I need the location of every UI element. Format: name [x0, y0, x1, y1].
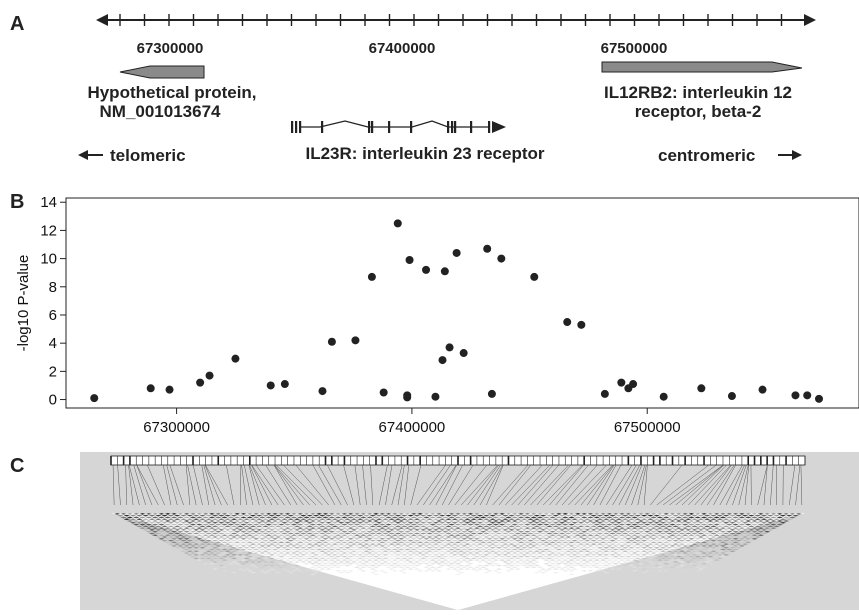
- y-tick-label: 4: [49, 335, 57, 352]
- data-point: [563, 318, 571, 326]
- data-point: [483, 245, 491, 253]
- chromosome-right-arrowhead: [804, 14, 816, 26]
- y-tick-label: 2: [49, 363, 57, 380]
- data-point: [422, 266, 430, 274]
- data-point: [231, 355, 239, 363]
- il23r-arrowhead: [492, 121, 506, 133]
- data-point: [368, 273, 376, 281]
- x-tick-label: 67500000: [614, 419, 681, 436]
- data-point: [147, 384, 155, 392]
- il23r-exon: [454, 121, 456, 133]
- y-tick-label: 8: [49, 279, 57, 296]
- data-point: [166, 386, 174, 394]
- il12rb2-label-line2: receptor, beta-2: [635, 102, 762, 121]
- il23r-exon: [451, 121, 453, 133]
- telomeric-label: telomeric: [110, 146, 186, 165]
- il23r-exon: [447, 121, 449, 133]
- data-point: [431, 393, 439, 401]
- plot-frame: [66, 198, 859, 408]
- telomeric-indicator: telomeric: [78, 146, 186, 165]
- data-point: [406, 256, 414, 264]
- il23r-exon: [371, 121, 373, 133]
- chromosome-left-arrowhead: [96, 14, 108, 26]
- y-tick-label: 10: [40, 251, 57, 268]
- data-point: [394, 219, 402, 227]
- il23r-exon: [470, 121, 472, 133]
- x-tick-label: 67300000: [143, 419, 210, 436]
- chromosome-scale: [96, 14, 816, 26]
- il23r-exon: [295, 121, 297, 133]
- y-axis-label: -log10 P-value: [15, 255, 32, 352]
- data-point: [206, 372, 214, 380]
- data-point: [90, 394, 98, 402]
- data-point: [403, 393, 411, 401]
- data-point: [281, 380, 289, 388]
- data-point: [488, 390, 496, 398]
- hypothetical-protein-label-line2: NM_001013674: [100, 102, 222, 121]
- data-point: [530, 273, 538, 281]
- data-point: [446, 343, 454, 351]
- data-point: [791, 391, 799, 399]
- il12rb2-gene-arrow: [602, 62, 802, 72]
- data-point: [660, 393, 668, 401]
- y-tick-label: 12: [40, 222, 57, 239]
- centromeric-label: centromeric: [658, 146, 755, 165]
- il23r-intron-line: [300, 121, 490, 127]
- data-point: [728, 392, 736, 400]
- data-point: [617, 379, 625, 387]
- data-point: [497, 255, 505, 263]
- data-point: [803, 391, 811, 399]
- data-point: [577, 321, 585, 329]
- y-tick-label: 0: [49, 392, 57, 409]
- data-point: [438, 356, 446, 364]
- panel-b-letter: B: [10, 191, 24, 213]
- il23r-label: IL23R: interleukin 23 receptor: [305, 144, 544, 163]
- panel-c-letter: C: [10, 455, 24, 477]
- position-label-67300000: 67300000: [137, 40, 204, 57]
- data-point: [697, 384, 705, 392]
- hypothetical-protein-label-line1: Hypothetical protein,: [87, 83, 256, 102]
- data-point: [328, 338, 336, 346]
- data-point: [318, 387, 326, 395]
- data-point: [601, 390, 609, 398]
- x-tick-label: 67400000: [379, 419, 446, 436]
- y-tick-label: 14: [40, 194, 57, 211]
- centromeric-arrowhead: [792, 150, 802, 160]
- data-point: [759, 386, 767, 394]
- position-label-67400000: 67400000: [369, 40, 436, 57]
- il23r-exon: [410, 121, 412, 133]
- il23r-gene-structure: [291, 121, 506, 133]
- il23r-exon: [368, 121, 370, 133]
- data-point: [815, 395, 823, 403]
- data-point: [351, 336, 359, 344]
- data-point: [441, 267, 449, 275]
- snp-row-strip: [111, 505, 805, 511]
- il23r-exon: [488, 121, 490, 133]
- data-point: [453, 249, 461, 257]
- hypothetical-protein-gene-arrow: [120, 66, 204, 78]
- data-point: [460, 349, 468, 357]
- data-point: [196, 379, 204, 387]
- x-axis-ticks: 67300000 67400000 67500000: [143, 408, 680, 436]
- ld-panel: [80, 452, 859, 610]
- il23r-exon: [388, 121, 390, 133]
- data-point: [267, 381, 275, 389]
- il23r-exon: [291, 121, 293, 133]
- y-axis-ticks: 0 2 4 6 8 10 12 14: [40, 194, 66, 408]
- il23r-exon: [321, 121, 323, 133]
- il23r-exon: [299, 121, 301, 133]
- panel-a-letter: A: [10, 13, 24, 35]
- data-point: [629, 380, 637, 388]
- y-tick-label: 6: [49, 307, 57, 324]
- telomeric-arrowhead: [78, 150, 88, 160]
- centromeric-indicator: centromeric: [658, 146, 802, 165]
- il12rb2-label-line1: IL12RB2: interleukin 12: [604, 83, 792, 102]
- data-point: [380, 388, 388, 396]
- scatter-points: [90, 219, 823, 402]
- position-label-67500000: 67500000: [601, 40, 668, 57]
